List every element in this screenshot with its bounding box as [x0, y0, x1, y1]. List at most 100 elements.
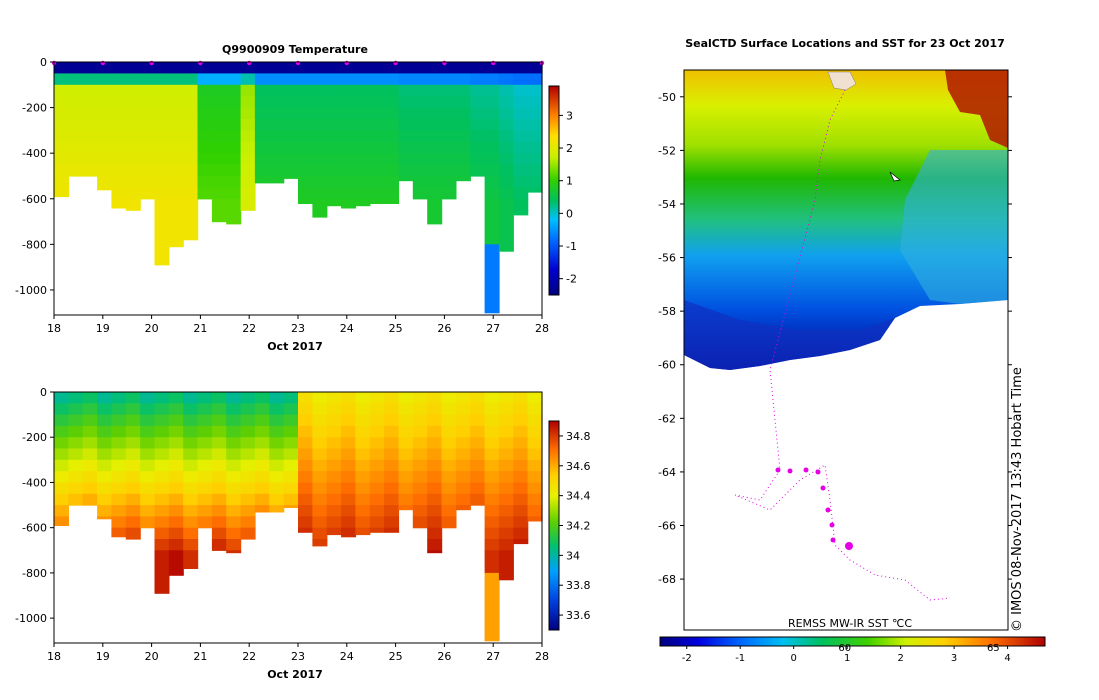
section-cell: [398, 437, 414, 450]
section-cell: [441, 119, 457, 131]
section-cell: [211, 459, 227, 472]
section-cell: [283, 119, 299, 131]
section-cell: [140, 141, 156, 154]
section-cell: [283, 141, 299, 154]
section-cell: [154, 539, 170, 551]
section-cell: [82, 414, 98, 427]
section-cell: [341, 414, 357, 427]
section-cell: [369, 392, 385, 404]
section-cell: [226, 516, 242, 529]
section-cell: [183, 527, 199, 540]
section-cell: [441, 130, 457, 143]
section-cell: [326, 130, 342, 143]
section-cell: [498, 459, 514, 472]
section-cell: [283, 425, 299, 438]
section-cell: [513, 210, 529, 216]
section-cell: [183, 221, 199, 234]
section-cell: [384, 505, 400, 517]
section-cell: [283, 471, 299, 483]
section-cell: [226, 107, 242, 120]
section-cell: [384, 414, 400, 427]
section-cell: [326, 84, 342, 97]
section-cell: [125, 164, 141, 177]
section-cell: [298, 119, 313, 131]
section-cell: [341, 505, 357, 517]
sst-cold-edge: [684, 300, 895, 370]
section-cell: [82, 107, 98, 120]
section-cell: [68, 437, 84, 450]
lat-tick-label: -54: [658, 198, 676, 211]
section-cell: [398, 96, 414, 109]
section-cell: [68, 448, 84, 461]
section-cell: [125, 505, 141, 517]
section-cell: [168, 62, 184, 74]
section-cell: [68, 62, 84, 74]
section-cell: [484, 392, 500, 404]
section-cell: [355, 107, 371, 120]
section-cell: [168, 425, 184, 438]
section-cell: [125, 471, 141, 483]
section-cell: [369, 482, 385, 495]
x-tick-label: 23: [291, 650, 305, 663]
colorbar-tick-label: 33.6: [566, 609, 591, 622]
sst-cool-patch: [900, 150, 1008, 304]
lat-tick-label: -66: [658, 520, 676, 533]
section-cell: [455, 107, 471, 120]
section-cell: [527, 505, 543, 517]
section-cell: [441, 73, 457, 86]
section-cell: [211, 164, 227, 177]
section-cell: [455, 493, 471, 506]
section-cell: [197, 164, 213, 177]
section-cell: [183, 198, 199, 211]
section-cell: [369, 403, 385, 416]
section-cell: [111, 527, 127, 538]
section-cell: [355, 141, 371, 154]
section-cell: [341, 96, 357, 109]
section-cell: [341, 425, 357, 438]
section-cell: [226, 448, 242, 461]
section-cell: [484, 278, 500, 291]
section-cell: [298, 437, 313, 450]
section-cell: [441, 459, 457, 472]
section-cell: [412, 153, 428, 166]
section-cell: [269, 448, 285, 461]
section-cell: [498, 107, 514, 120]
section-cell: [427, 493, 443, 506]
section-cell: [226, 141, 242, 154]
section-cell: [254, 414, 270, 427]
section-cell: [154, 84, 170, 97]
lat-tick-label: -58: [658, 305, 676, 318]
section-cell: [326, 482, 342, 495]
section-cell: [183, 210, 199, 223]
section-cell: [140, 96, 156, 109]
sst-tick-c-label: 3: [951, 653, 957, 664]
section-cell: [355, 84, 371, 97]
salinity-section: [54, 392, 543, 642]
section-cell: [312, 448, 328, 461]
section-cell: [111, 84, 127, 97]
section-cell: [111, 119, 127, 131]
section-cell: [140, 482, 156, 495]
section-cell: [125, 425, 141, 438]
section-cell: [298, 392, 313, 404]
section-cell: [54, 62, 69, 74]
section-cell: [97, 164, 113, 177]
section-cell: [211, 516, 227, 529]
x-tick-label: 18: [47, 322, 61, 335]
section-cell: [82, 403, 98, 416]
section-cell: [183, 62, 199, 74]
track-position: [820, 485, 826, 491]
section-cell: [97, 471, 113, 483]
y-tick-label: 0: [40, 56, 47, 69]
track-position: [825, 507, 831, 513]
section-cell: [326, 414, 342, 427]
section-cell: [154, 210, 170, 223]
track-position: [845, 542, 853, 550]
section-cell: [269, 493, 285, 506]
section-cell: [197, 153, 213, 166]
section-cell: [125, 62, 141, 74]
section-cell: [498, 493, 514, 506]
section-cell: [484, 73, 500, 86]
section-cell: [168, 232, 184, 245]
section-cell: [527, 459, 543, 472]
